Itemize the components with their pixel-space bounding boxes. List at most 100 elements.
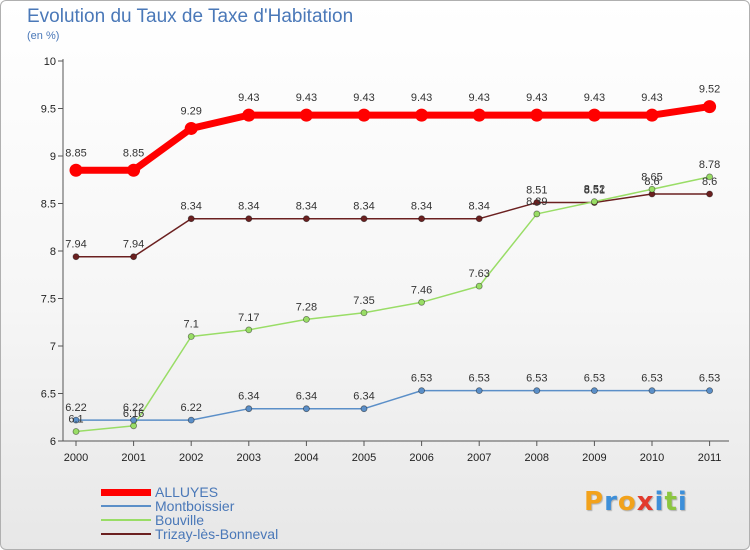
data-label: 6.22 [180, 402, 201, 414]
series-point [591, 387, 598, 395]
y-tick-label: 8.5 [41, 199, 56, 211]
data-label: 9.43 [641, 92, 662, 104]
data-label: 8.34 [238, 201, 259, 213]
series-point [187, 333, 195, 340]
data-label: 9.43 [353, 92, 374, 104]
data-label: 6.34 [353, 391, 374, 403]
legend-label: Bouville [155, 512, 205, 528]
x-tick-label: 2000 [64, 452, 88, 464]
data-label: 9.52 [699, 84, 720, 96]
legend-label: Montboissier [155, 498, 235, 514]
series-point [245, 215, 253, 223]
series-point [706, 190, 713, 198]
data-label: 7.35 [353, 295, 374, 307]
series-point [418, 215, 426, 223]
series-point [475, 387, 483, 395]
data-label: 6.16 [123, 408, 144, 420]
x-tick-label: 2009 [582, 452, 606, 464]
data-label: 8.6 [644, 176, 659, 188]
data-label: 7.46 [411, 284, 432, 296]
series-point [418, 387, 426, 395]
series-point [415, 108, 429, 122]
logo-letter: i [677, 487, 688, 517]
chart-subtitle: (en %) [27, 30, 60, 42]
legend-label: ALLUYES [155, 484, 219, 500]
legend-swatch [101, 519, 151, 521]
series-point [360, 215, 368, 223]
series-point [130, 416, 138, 424]
series-point [706, 387, 713, 395]
series-point [591, 198, 598, 206]
x-tick-label: 2006 [409, 452, 433, 464]
series-point [72, 428, 80, 435]
series-point [418, 298, 426, 306]
series-point [242, 108, 256, 122]
series-point [245, 405, 253, 413]
y-tick-label: 7.5 [41, 294, 56, 306]
data-label: 8.51 [526, 185, 547, 197]
data-label: 8.39 [526, 196, 547, 208]
logo-letter: o [617, 487, 637, 517]
data-label: 8.34 [468, 201, 489, 213]
data-label: 6.1 [68, 414, 83, 426]
data-label: 9.43 [411, 92, 432, 104]
series-point [533, 210, 541, 218]
series-point [706, 173, 713, 181]
data-label: 7.94 [65, 239, 86, 251]
data-label: 8.65 [641, 171, 662, 183]
series-point [187, 215, 195, 223]
data-label: 9.43 [468, 92, 489, 104]
data-label: 8.34 [353, 201, 374, 213]
series-point [69, 163, 83, 177]
series-point [130, 253, 138, 261]
chart-title: Evolution du Taux de Taxe d'Habitation [27, 6, 354, 27]
series-point [130, 422, 138, 430]
series-point [648, 185, 656, 193]
legend-swatch [101, 533, 151, 535]
x-tick-label: 2004 [294, 452, 318, 464]
data-label: 7.1 [184, 319, 199, 331]
series-line [75, 176, 711, 433]
x-tick-label: 2001 [121, 452, 145, 464]
series-line [72, 103, 714, 174]
series-point [648, 387, 656, 395]
series-point [533, 199, 541, 206]
legend-swatch [101, 505, 151, 507]
x-tick-label: 2007 [467, 452, 491, 464]
series-point [184, 121, 198, 135]
data-label: 6.53 [641, 373, 662, 385]
data-label: 8.51 [584, 185, 605, 197]
logo-letter: t [664, 487, 678, 517]
x-tick-label: 2011 [698, 452, 722, 464]
data-label: 6.53 [526, 373, 547, 385]
series-line [75, 389, 711, 421]
data-label: 8.34 [411, 201, 432, 213]
legend-label: Trizay-lès-Bonneval [155, 526, 279, 542]
data-label: 8.6 [702, 176, 717, 188]
data-label: 7.17 [238, 312, 259, 324]
y-tick-label: 10 [44, 56, 56, 68]
logo-letter: i [654, 487, 665, 517]
series-point [302, 215, 310, 223]
data-label: 8.78 [699, 159, 720, 171]
data-label: 8.52 [584, 184, 605, 196]
data-label: 6.22 [123, 402, 144, 414]
series-point [299, 108, 313, 122]
series-point [472, 108, 486, 122]
series-point [530, 108, 544, 122]
data-label: 8.85 [123, 147, 144, 159]
data-label: 9.43 [584, 92, 605, 104]
series-point [475, 282, 483, 290]
series-line [75, 193, 711, 258]
proxiti-logo: Proxiti [584, 487, 688, 517]
y-tick-label: 6 [50, 436, 56, 448]
data-label: 9.29 [180, 105, 201, 117]
series-point [302, 405, 310, 413]
series-point [703, 100, 717, 114]
y-tick-label: 9.5 [41, 104, 56, 116]
data-label: 9.43 [296, 92, 317, 104]
data-label: 9.43 [526, 92, 547, 104]
data-label: 6.53 [699, 373, 720, 385]
